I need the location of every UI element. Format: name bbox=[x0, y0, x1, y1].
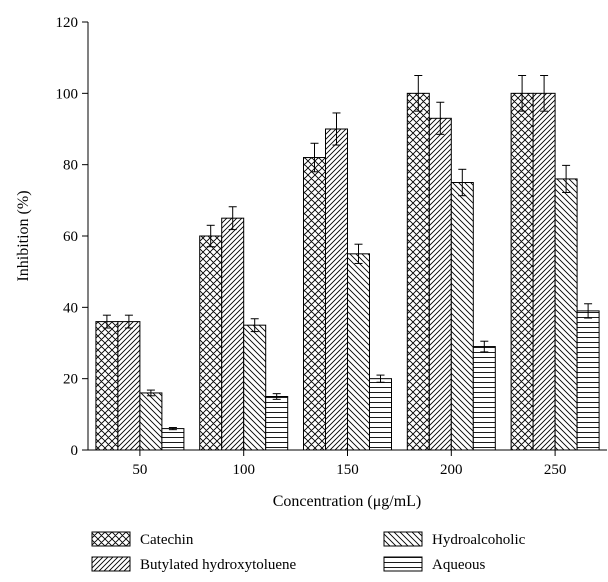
legend-item-3: Aqueous bbox=[383, 556, 485, 573]
legend-label: Hydroalcoholic bbox=[432, 532, 526, 548]
y-axis-label: Inhibition (%) bbox=[15, 190, 32, 281]
error-bar-3-1 bbox=[272, 393, 281, 400]
error-bar-3-2 bbox=[376, 374, 385, 383]
legend-swatch bbox=[383, 531, 423, 547]
legend-label: Catechin bbox=[140, 532, 194, 548]
bar-0-1 bbox=[199, 235, 223, 451]
error-bar-0-1 bbox=[206, 224, 215, 248]
legend-item-2: Hydroalcoholic bbox=[383, 531, 526, 548]
bars-layer bbox=[95, 92, 600, 451]
bar-0-2 bbox=[303, 157, 326, 451]
error-bar-1-1 bbox=[228, 206, 237, 231]
error-bar-1-4 bbox=[540, 75, 549, 112]
bar-2-1 bbox=[243, 324, 267, 451]
legend-swatch bbox=[91, 531, 131, 547]
bar-2-0 bbox=[139, 392, 163, 451]
legend-label: Aqueous bbox=[432, 557, 485, 573]
y-tick-label: 0 bbox=[71, 443, 79, 459]
y-tick-label: 20 bbox=[63, 372, 78, 388]
legend-label: Butylated hydroxytoluene bbox=[140, 557, 297, 573]
bar-1-0 bbox=[117, 321, 141, 451]
y-tick-label: 100 bbox=[56, 86, 79, 102]
error-bar-3-4 bbox=[584, 303, 593, 319]
error-bar-1-2 bbox=[332, 112, 341, 146]
error-bar-0-0 bbox=[102, 314, 111, 329]
y-tick-label: 60 bbox=[63, 229, 78, 245]
error-bar-0-3 bbox=[414, 75, 423, 112]
error-bar-2-0 bbox=[146, 389, 155, 397]
x-tick-label: 150 bbox=[336, 462, 359, 478]
bar-1-1 bbox=[221, 217, 245, 451]
legend-swatch bbox=[91, 556, 131, 572]
x-tick-label: 250 bbox=[544, 462, 567, 478]
bar-3-4 bbox=[576, 310, 600, 451]
error-bar-3-0 bbox=[168, 427, 177, 431]
x-axis-label: Concentration (μg/mL) bbox=[273, 493, 422, 510]
x-tick-label: 100 bbox=[232, 462, 255, 478]
x-ticks: 50 100 150 200 250 bbox=[132, 450, 566, 478]
bar-3-1 bbox=[265, 396, 289, 451]
error-bar-1-3 bbox=[436, 101, 445, 135]
bar-0-3 bbox=[406, 92, 430, 451]
error-bars-layer bbox=[102, 75, 593, 431]
bar-2-3 bbox=[450, 182, 474, 451]
y-tick-label: 40 bbox=[63, 300, 78, 316]
error-bar-0-2 bbox=[310, 142, 319, 173]
error-bar-0-4 bbox=[518, 75, 527, 112]
error-bar-2-1 bbox=[250, 318, 259, 333]
x-tick-label: 50 bbox=[132, 462, 147, 478]
y-tick-label: 120 bbox=[56, 15, 79, 31]
bar-0-4 bbox=[510, 92, 534, 451]
legend-item-0: Catechin bbox=[91, 531, 194, 548]
error-bar-2-3 bbox=[458, 168, 467, 197]
bar-3-2 bbox=[369, 378, 392, 451]
legend-item-1: Butylated hydroxytoluene bbox=[91, 556, 297, 573]
legend: Catechin Butylated hydroxytoluene Hydroalc… bbox=[91, 531, 526, 573]
bar-2-2 bbox=[347, 253, 370, 451]
bar-1-4 bbox=[532, 92, 556, 451]
y-ticks: 0 20 40 60 80 100 120 bbox=[56, 15, 88, 459]
error-bar-2-2 bbox=[354, 243, 363, 264]
error-bar-2-4 bbox=[562, 164, 571, 193]
bar-2-4 bbox=[554, 178, 578, 451]
error-bar-1-0 bbox=[124, 314, 133, 329]
bar-3-3 bbox=[472, 346, 496, 451]
legend-swatch bbox=[383, 556, 423, 572]
bar-0-0 bbox=[95, 321, 119, 451]
bar-1-2 bbox=[325, 128, 348, 451]
bar-1-3 bbox=[428, 117, 452, 451]
x-tick-label: 200 bbox=[440, 462, 463, 478]
y-tick-label: 80 bbox=[63, 158, 78, 174]
bar-3-0 bbox=[161, 428, 185, 451]
error-bar-3-3 bbox=[480, 340, 489, 353]
